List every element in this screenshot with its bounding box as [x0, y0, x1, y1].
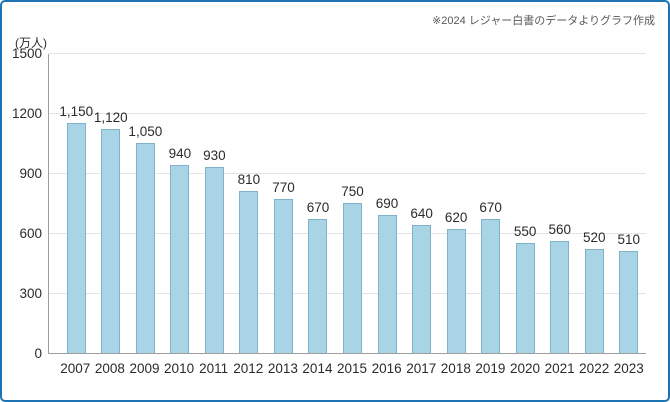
bar-slot: 1,150: [59, 54, 94, 353]
x-tick-label: 2017: [406, 361, 437, 376]
y-tick-label: 1200: [11, 106, 42, 121]
bar-slot: 750: [335, 54, 370, 353]
x-tick-label: 2019: [475, 361, 506, 376]
x-tick-label: 2022: [579, 361, 610, 376]
x-tick-label: 2010: [164, 361, 195, 376]
bar: [619, 251, 639, 353]
x-tick-label: 2023: [613, 361, 644, 376]
bar: [66, 123, 86, 353]
y-axis-unit-label: (万人): [15, 36, 47, 50]
bars-row: 1,150 1,120 1,050 940 930 810 770 670 750 690 640 6…: [49, 54, 646, 353]
bar: [515, 243, 535, 353]
bar: [412, 225, 432, 353]
y-tick-label: 300: [19, 286, 42, 301]
bar-value-label: 690: [375, 196, 399, 211]
bar-value-label: 1,150: [59, 104, 94, 119]
x-tick-label: 2008: [94, 361, 125, 376]
bar-value-label: 520: [582, 230, 606, 245]
bar: [135, 143, 155, 353]
bar-slot: 670: [473, 54, 508, 353]
x-tick-label: 2014: [302, 361, 333, 376]
bar-slot: 940: [163, 54, 198, 353]
bar-value-label: 640: [410, 206, 433, 221]
bar-value-label: 550: [513, 224, 537, 239]
bar: [343, 203, 363, 353]
x-tick-label: 2018: [440, 361, 471, 376]
bar-slot: 690: [370, 54, 405, 353]
plot-area: 1,150 1,120 1,050 940 930 810 770 670 750 690 640 6…: [48, 53, 646, 354]
bar-slot: 770: [266, 54, 301, 353]
bar-value-label: 620: [444, 210, 468, 225]
bar-slot: 1,050: [128, 54, 163, 353]
x-tick-label: 2013: [267, 361, 298, 376]
bar-slot: 510: [612, 54, 647, 353]
x-axis-labels: 2007 2008 2009 2010 2011 2012 2013 2014 2015 2016…: [48, 361, 646, 376]
x-tick-label: 2016: [371, 361, 402, 376]
bar: [239, 191, 259, 353]
bar: [273, 199, 293, 353]
bar-value-label: 510: [617, 232, 641, 247]
bar: [550, 241, 570, 353]
source-annotation: ※2024 レジャー白書のデータよりグラフ作成: [432, 15, 655, 27]
gridline: [49, 53, 646, 54]
x-tick-label: 2011: [199, 361, 229, 376]
gridline: [49, 113, 646, 114]
bar-slot: 1,120: [94, 54, 129, 353]
bar-value-label: 670: [306, 200, 330, 215]
x-tick-label: 2012: [233, 361, 264, 376]
bar-slot: 810: [232, 54, 267, 353]
y-tick-label: 0: [34, 346, 42, 361]
bar: [584, 249, 604, 353]
bar-value-label: 930: [203, 148, 226, 163]
bar: [308, 219, 328, 353]
bar-value-label: 810: [237, 172, 261, 187]
y-tick-label: 900: [19, 166, 42, 181]
bar: [377, 215, 397, 353]
bar-value-label: 560: [548, 222, 571, 237]
bar-value-label: 670: [479, 200, 502, 215]
bar-slot: 640: [404, 54, 439, 353]
bar-value-label: 750: [341, 184, 364, 199]
bar: [446, 229, 466, 353]
bar-slot: 930: [197, 54, 232, 353]
x-tick-label: 2021: [544, 361, 575, 376]
bar-value-label: 770: [272, 180, 295, 195]
gridline: [49, 173, 646, 174]
bar: [170, 165, 190, 353]
x-tick-label: 2009: [129, 361, 160, 376]
x-tick-label: 2020: [509, 361, 541, 376]
x-tick-label: 2007: [60, 361, 91, 376]
bar-value-label: 1,120: [93, 110, 128, 125]
bar-value-label: 1,050: [128, 124, 163, 139]
y-tick-label: 1500: [11, 46, 42, 61]
x-tick-label: 2015: [337, 361, 368, 376]
bar: [481, 219, 501, 353]
bar: [101, 129, 121, 353]
bar-slot: 620: [439, 54, 474, 353]
bar: [204, 167, 224, 353]
bar-slot: 550: [508, 54, 543, 353]
bar-value-label: 940: [168, 146, 192, 161]
bar-slot: 560: [542, 54, 577, 353]
y-tick-label: 600: [19, 226, 42, 241]
bar-slot: 520: [577, 54, 612, 353]
bar-slot: 670: [301, 54, 336, 353]
